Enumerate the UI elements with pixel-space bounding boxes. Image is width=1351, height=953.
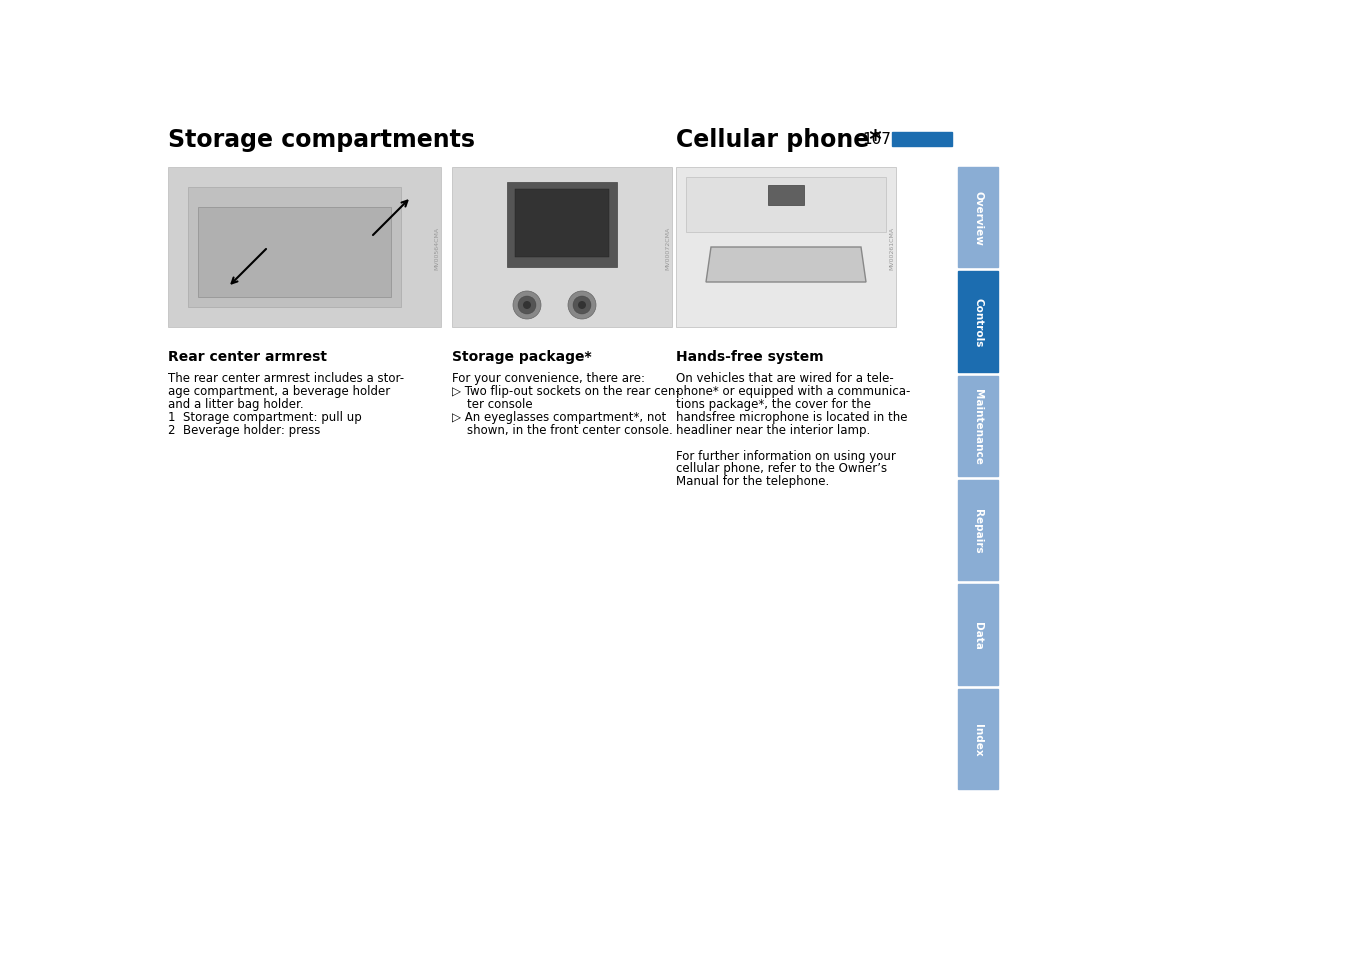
Bar (958, 272, 998, 373)
Text: cellular phone, refer to the Owner’s: cellular phone, refer to the Owner’s (676, 462, 888, 475)
Circle shape (523, 302, 531, 310)
Text: phone* or equipped with a communica-: phone* or equipped with a communica- (676, 384, 911, 397)
Text: 2  Beverage holder: press: 2 Beverage holder: press (168, 423, 320, 436)
Text: For further information on using your: For further information on using your (676, 449, 896, 462)
Text: ▷ An eyeglasses compartment*, not: ▷ An eyeglasses compartment*, not (453, 411, 666, 423)
Circle shape (567, 292, 596, 319)
Text: Index: Index (973, 722, 984, 756)
Bar (686, 178, 886, 233)
Text: age compartment, a beverage holder: age compartment, a beverage holder (168, 384, 390, 397)
Text: Rear center armrest: Rear center armrest (168, 350, 327, 364)
Text: handsfree microphone is located in the: handsfree microphone is located in the (676, 411, 908, 423)
Circle shape (517, 296, 536, 314)
Text: Repairs: Repairs (973, 508, 984, 553)
Bar (676, 168, 896, 328)
Bar (958, 168, 998, 268)
Bar (958, 689, 998, 789)
Text: tions package*, the cover for the: tions package*, the cover for the (676, 397, 871, 411)
Text: Hands-free system: Hands-free system (676, 350, 824, 364)
Bar (892, 132, 952, 147)
Text: Manual for the telephone.: Manual for the telephone. (676, 475, 830, 488)
Text: MV00072CMA: MV00072CMA (666, 226, 670, 270)
Circle shape (513, 292, 540, 319)
Text: Overview: Overview (973, 191, 984, 245)
Circle shape (573, 296, 590, 314)
Bar (453, 168, 671, 328)
Bar (767, 186, 804, 206)
Circle shape (578, 302, 586, 310)
Bar (168, 168, 440, 328)
Text: 107: 107 (862, 132, 890, 148)
Text: Maintenance: Maintenance (973, 389, 984, 464)
Bar (515, 190, 609, 257)
Text: MV00564CMA: MV00564CMA (435, 226, 439, 270)
Bar (199, 208, 390, 297)
Bar (507, 183, 617, 268)
Text: For your convenience, there are:: For your convenience, there are: (453, 372, 644, 385)
Text: Controls: Controls (973, 297, 984, 347)
Bar (958, 376, 998, 476)
Text: The rear center armrest includes a stor-: The rear center armrest includes a stor- (168, 372, 404, 385)
Text: Storage package*: Storage package* (453, 350, 592, 364)
Text: shown, in the front center console.: shown, in the front center console. (453, 423, 673, 436)
Text: headliner near the interior lamp.: headliner near the interior lamp. (676, 423, 870, 436)
Text: Storage compartments: Storage compartments (168, 128, 476, 152)
Text: ▷ Two flip-out sockets on the rear cen-: ▷ Two flip-out sockets on the rear cen- (453, 384, 680, 397)
Text: Cellular phone*: Cellular phone* (676, 128, 882, 152)
Bar (958, 480, 998, 580)
Text: ter console: ter console (453, 397, 532, 411)
Text: and a litter bag holder.: and a litter bag holder. (168, 397, 304, 411)
Text: 1  Storage compartment: pull up: 1 Storage compartment: pull up (168, 411, 362, 423)
Text: Data: Data (973, 621, 984, 649)
Text: On vehicles that are wired for a tele-: On vehicles that are wired for a tele- (676, 372, 894, 385)
Text: MV00261CMA: MV00261CMA (889, 226, 894, 270)
Bar (958, 585, 998, 685)
Polygon shape (707, 248, 866, 283)
Bar (188, 188, 401, 308)
